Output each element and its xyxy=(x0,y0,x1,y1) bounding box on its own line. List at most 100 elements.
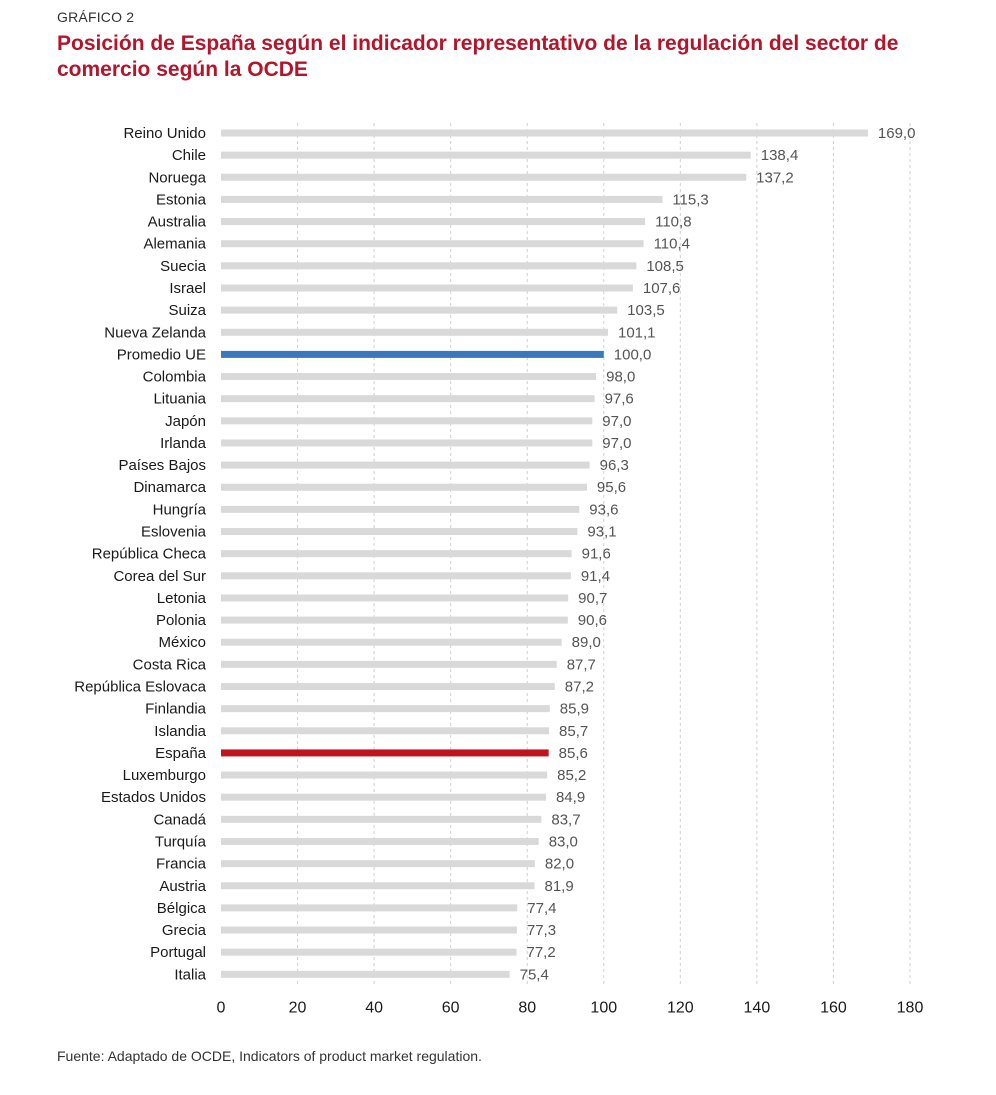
category-label: Costa Rica xyxy=(133,656,207,673)
value-label: 89,0 xyxy=(572,634,601,651)
x-tick-label: 40 xyxy=(365,999,383,1016)
category-label: Luxemburgo xyxy=(123,767,206,784)
value-label: 77,3 xyxy=(527,922,556,939)
bar-republica-checa xyxy=(221,550,572,558)
x-tick-label: 140 xyxy=(744,999,771,1016)
value-label: 103,5 xyxy=(627,302,665,319)
category-label: Alemania xyxy=(143,236,206,253)
value-label: 83,0 xyxy=(549,833,578,850)
category-label: Hungría xyxy=(153,501,207,518)
bar-finlandia xyxy=(221,705,550,713)
bar-dinamarca xyxy=(221,483,587,491)
bar-suiza xyxy=(221,306,618,314)
value-label: 85,7 xyxy=(559,723,588,740)
chart-title: Posición de España según el indicador re… xyxy=(57,32,899,81)
bar-reino-unido xyxy=(221,129,868,137)
bar-grecia xyxy=(221,926,517,934)
category-label: Lituania xyxy=(153,391,206,408)
category-label: Polonia xyxy=(156,612,207,629)
category-label: Chile xyxy=(172,147,206,164)
bar-polonia xyxy=(221,616,568,624)
category-label: Finlandia xyxy=(145,701,207,718)
category-label: Francia xyxy=(156,856,207,873)
value-label: 83,7 xyxy=(551,811,580,828)
value-label: 85,6 xyxy=(559,745,588,762)
value-label: 110,8 xyxy=(655,214,691,231)
value-label: 108,5 xyxy=(646,258,684,275)
category-label: Suecia xyxy=(160,258,207,275)
bar-nueva-zelanda xyxy=(221,328,608,336)
bar-chile xyxy=(221,151,751,159)
category-label: Eslovenia xyxy=(141,524,207,541)
bar-costa-rica xyxy=(221,660,557,668)
category-label: Canadá xyxy=(153,811,206,828)
bar-canada xyxy=(221,815,542,823)
bar-turquia xyxy=(221,837,539,845)
category-label: Austria xyxy=(159,878,206,895)
value-label: 93,1 xyxy=(587,524,616,541)
category-label: México xyxy=(158,634,206,651)
value-label: 90,7 xyxy=(578,590,607,607)
bar-paises-bajos xyxy=(221,461,590,469)
bar-eslovenia xyxy=(221,528,578,536)
value-label: 107,6 xyxy=(643,280,681,297)
category-label: Promedio UE xyxy=(117,346,206,363)
chart-kicker: GRÁFICO 2 xyxy=(57,9,135,25)
bar-estonia xyxy=(221,195,663,203)
value-label: 98,0 xyxy=(606,369,635,386)
category-label: Estonia xyxy=(156,191,207,208)
category-label: Turquía xyxy=(155,833,207,850)
value-label: 87,7 xyxy=(567,656,596,673)
value-label: 169,0 xyxy=(878,125,916,142)
bar-italia xyxy=(221,970,510,978)
category-label: España xyxy=(155,745,207,762)
bar-australia xyxy=(221,218,646,226)
x-tick-label: 120 xyxy=(667,999,694,1016)
bar-irlanda xyxy=(221,439,593,447)
value-label: 91,6 xyxy=(582,546,611,563)
x-tick-label: 60 xyxy=(442,999,460,1016)
value-label: 97,0 xyxy=(602,435,631,452)
category-label: Letonia xyxy=(157,590,207,607)
value-label: 95,6 xyxy=(597,479,626,496)
x-axis-ticks: 0 20 40 60 80 100 120 140 160 180 xyxy=(217,999,924,1016)
source-note: Fuente: Adaptado de OCDE, Indicators of … xyxy=(57,1048,482,1064)
x-tick-label: 80 xyxy=(518,999,536,1016)
value-label: 85,2 xyxy=(557,767,586,784)
category-label: Nueva Zelanda xyxy=(104,324,206,341)
category-label: Países Bajos xyxy=(118,457,206,474)
value-label: 81,9 xyxy=(544,878,573,895)
category-label: Dinamarca xyxy=(133,479,206,496)
x-tick-label: 20 xyxy=(289,999,307,1016)
value-label: 110,4 xyxy=(654,236,690,253)
value-label: 84,9 xyxy=(556,789,585,806)
bar-portugal xyxy=(221,948,517,956)
bar-eu-average xyxy=(221,350,604,358)
bar-republica-eslovaca xyxy=(221,683,555,690)
bar-estados-unidos xyxy=(221,793,546,801)
category-label: Suiza xyxy=(168,302,206,319)
category-label: República Checa xyxy=(92,546,207,563)
category-label: Portugal xyxy=(150,944,206,961)
category-label: Noruega xyxy=(148,169,206,186)
value-label: 87,2 xyxy=(565,679,594,696)
value-label: 93,6 xyxy=(589,501,618,518)
bar-suecia xyxy=(221,262,637,270)
value-label: 82,0 xyxy=(545,856,574,873)
bar-noruega xyxy=(221,173,747,181)
x-tick-label: 160 xyxy=(820,999,847,1016)
bar-colombia xyxy=(221,373,597,381)
bar-luxemburgo xyxy=(221,771,548,779)
category-label: Islandia xyxy=(154,723,206,740)
value-label: 90,6 xyxy=(578,612,607,629)
category-label: Irlanda xyxy=(160,435,207,452)
bar-mexico xyxy=(221,638,562,646)
value-label: 100,0 xyxy=(614,346,652,363)
value-label: 97,0 xyxy=(602,413,631,430)
category-label: Corea del Sur xyxy=(113,568,206,585)
bar-islandia xyxy=(221,727,550,735)
category-label: Australia xyxy=(148,214,207,231)
category-label: Bélgica xyxy=(157,900,207,917)
category-label: Colombia xyxy=(143,369,207,386)
